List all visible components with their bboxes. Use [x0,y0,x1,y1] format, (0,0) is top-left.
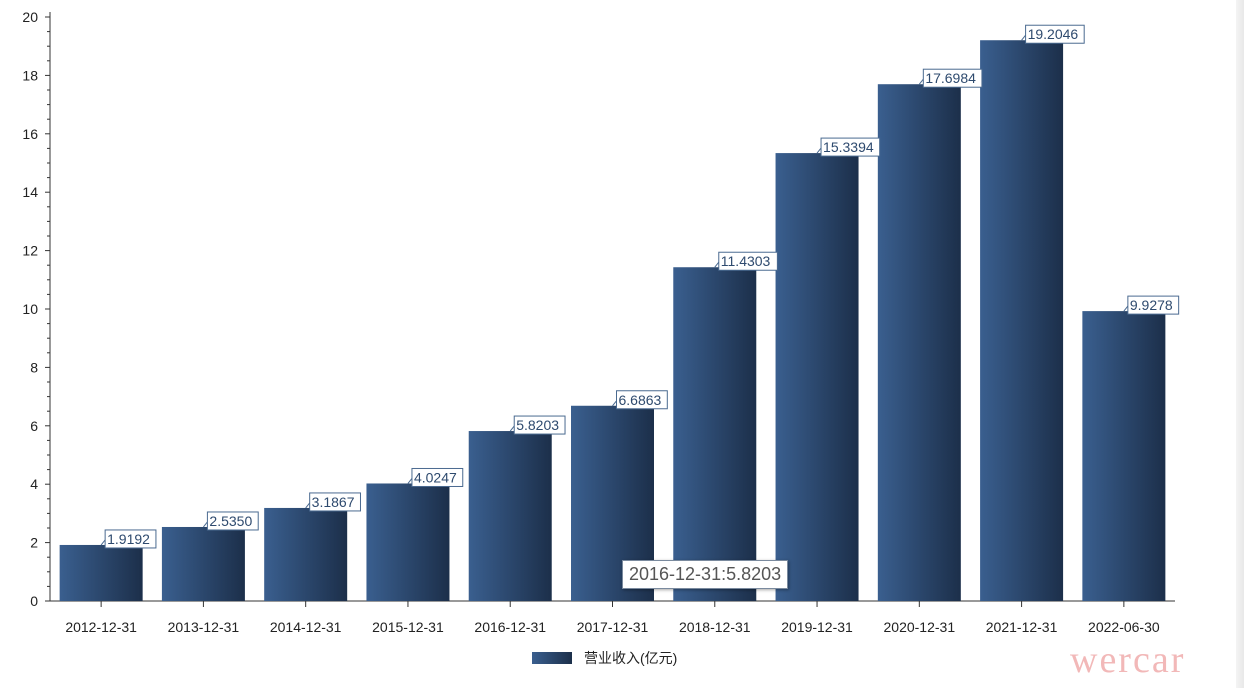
y-tick-label: 14 [22,184,38,200]
data-labels-group: 1.9192 2.5350 3.1867 4.0247 5.8203 6.6863 11.4… [100,24,1180,549]
legend-label[interactable]: 营业收入(亿元) [584,650,677,666]
y-tick-label: 6 [30,418,38,434]
data-label: 3.1867 [312,494,355,510]
bar[interactable] [775,153,859,601]
data-label-box [718,251,778,271]
bar[interactable] [877,84,961,601]
data-label-box [411,467,464,487]
legend[interactable]: 营业收入(亿元) [532,650,677,666]
data-label: 19.2046 [1028,26,1079,42]
data-label-leader [816,147,822,154]
data-label-box [104,529,157,549]
data-label-box [616,390,668,410]
y-tick-label: 2 [30,535,38,551]
bar[interactable] [161,526,245,601]
x-tick-label: 2018-12-31 [679,619,751,635]
bar[interactable] [1082,311,1166,601]
y-tick-label: 18 [22,67,38,83]
data-label-leader [1021,34,1026,41]
data-label-leader [714,261,720,268]
data-label-leader [100,539,106,546]
axes: 0 2 4 6 8 10 12 14 16 18 20 2012-12-31 2013-12-31 201… [22,9,1175,635]
data-label-leader [612,400,617,407]
data-label: 17.6984 [925,70,976,86]
x-tick-label: 2021-12-31 [986,619,1058,635]
data-label-box [820,137,881,157]
y-tick-label: 0 [30,593,38,609]
data-label: 9.9278 [1130,297,1173,313]
data-label-leader [407,478,413,484]
data-label: 5.8203 [516,417,559,433]
x-tick-label: 2013-12-31 [168,619,240,635]
y-tick-label: 20 [22,9,38,25]
data-label-box [513,415,566,435]
x-tick-label: 2020-12-31 [884,619,956,635]
bar[interactable] [673,267,757,601]
x-tick-label: 2016-12-31 [474,619,546,635]
data-label-leader [1123,305,1129,312]
data-label: 2.5350 [209,513,252,529]
tooltip: 2016-12-31:5.8203 [622,560,789,589]
data-label-box [309,492,361,512]
bar[interactable] [980,40,1064,601]
x-tick-label: 2022-06-30 [1088,619,1160,635]
data-label: 4.0247 [414,469,457,485]
data-label: 1.9192 [107,531,150,547]
data-label-leader [305,502,311,509]
bars-group [59,40,1166,601]
bar[interactable] [59,544,143,601]
x-tick-label: 2014-12-31 [270,619,342,635]
data-label-leader [509,425,515,432]
x-tick-label: 2012-12-31 [65,619,137,635]
y-tick-label: 12 [22,243,38,259]
data-label-box [206,511,259,531]
data-label-leader [918,78,924,85]
x-tick-label: 2019-12-31 [781,619,853,635]
data-label-leader [203,521,208,528]
bar[interactable] [468,431,552,601]
y-tick-label: 10 [22,301,38,317]
data-label-box [1127,295,1180,315]
y-tick-label: 4 [30,476,38,492]
x-tick-label: 2017-12-31 [577,619,649,635]
data-label-box [1025,24,1085,44]
bar[interactable] [264,507,348,601]
y-tick-label: 8 [30,359,38,375]
bar[interactable] [366,483,450,601]
y-tick-label: 16 [22,126,38,142]
data-label: 15.3394 [823,139,874,155]
watermark: wercar [1070,639,1186,681]
data-label: 11.4303 [721,253,771,269]
legend-swatch[interactable] [532,652,572,664]
x-tick-label: 2015-12-31 [372,619,444,635]
data-label: 6.6863 [619,392,662,408]
data-label-box [922,68,983,88]
scrollbar-edge [1236,0,1244,688]
